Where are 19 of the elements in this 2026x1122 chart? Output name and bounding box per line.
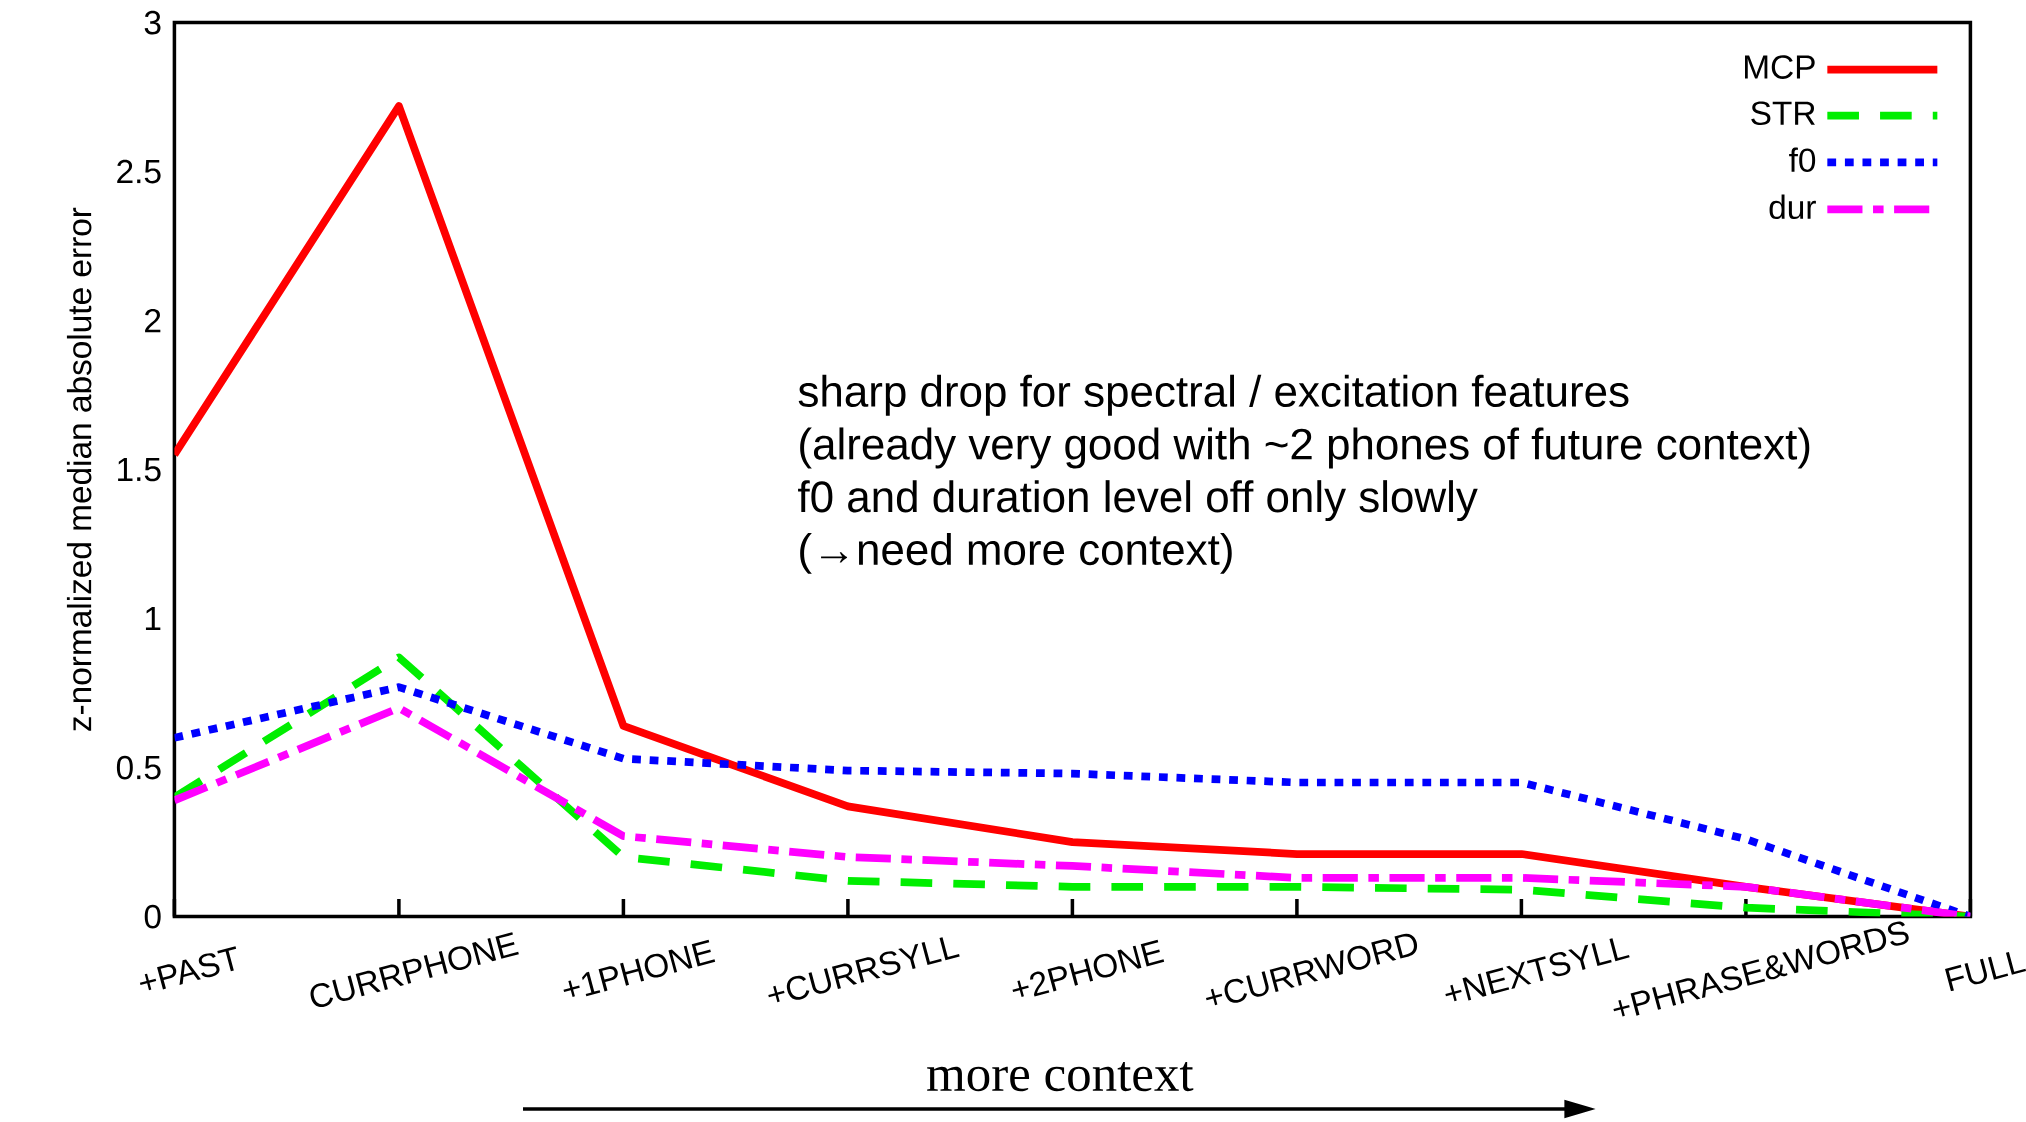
- y-tick-label: 0: [144, 904, 161, 929]
- legend-label: dur: [1769, 194, 1816, 220]
- y-tick-label: 3: [144, 10, 161, 35]
- annotation: sharp drop for spectral / excitation features: [798, 374, 1629, 416]
- x-tick-label: +PAST: [139, 946, 237, 991]
- annotation: (→need more context): [800, 532, 1232, 574]
- annotation: (already very good with ~2 phones of future context): [800, 427, 1810, 469]
- y-tick-label: 1: [145, 607, 161, 631]
- x-tick-label: FULL: [1945, 951, 2026, 992]
- legend-label: f0: [1789, 147, 1816, 173]
- x-axis-title: more context: [927, 1062, 1194, 1092]
- legend-label: MCP: [1745, 55, 1815, 79]
- y-tick-label: 2.5: [117, 159, 161, 184]
- annotation: f0 and duration level off only slowly: [798, 480, 1478, 522]
- y-axis-title: z-normalized median absolute error: [66, 207, 92, 731]
- y-tick-label: 2: [145, 308, 161, 333]
- y-tick-label: 0.5: [116, 755, 161, 780]
- y-tick-label: 1.5: [118, 457, 161, 482]
- legend-label: STR: [1751, 101, 1815, 126]
